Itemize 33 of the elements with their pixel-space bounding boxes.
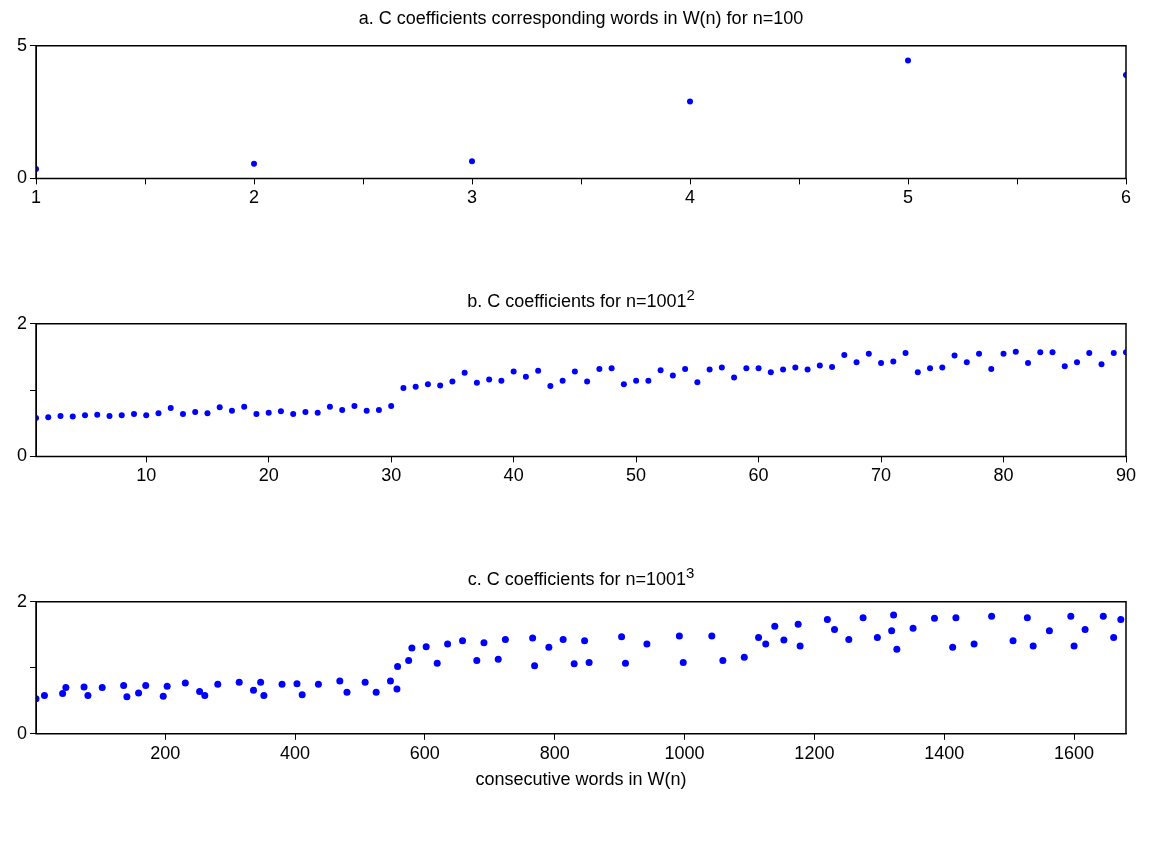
y-tick-label: 0 [16, 722, 27, 743]
x-tick-label: 5 [902, 187, 914, 208]
x-axis-title: consecutive words in W(n) [475, 769, 687, 790]
chart-title: b. C coefficients for n=1001$^{2}$ [466, 286, 696, 311]
y-tick-label: 5 [16, 34, 27, 55]
y-tick-label: 2 [16, 590, 27, 611]
x-tick-label: 10 [136, 465, 157, 486]
x-tick-label: 50 [626, 465, 647, 486]
x-tick-label: 70 [871, 465, 892, 486]
x-tick-label: 80 [993, 465, 1014, 486]
y-tick-label: 2 [16, 312, 27, 333]
x-tick-label: 200 [150, 742, 181, 763]
x-tick-label: 1400 [924, 742, 965, 763]
x-tick-label: 40 [503, 465, 524, 486]
chart-title: a. C coefficients corresponding words in W(n) for n=100 [357, 8, 805, 30]
x-tick-label: 4 [684, 187, 696, 208]
x-tick-label: 60 [748, 465, 769, 486]
x-tick-label: 800 [539, 742, 570, 763]
x-tick-label: 1200 [794, 742, 835, 763]
x-tick-label: 600 [409, 742, 440, 763]
x-tick-label: 6 [1120, 187, 1132, 208]
y-tick-label: 0 [16, 167, 27, 188]
x-tick-label: 1000 [664, 742, 705, 763]
x-tick-label: 1 [30, 187, 42, 208]
x-tick-label: 20 [258, 465, 279, 486]
y-tick-label: 0 [16, 445, 27, 466]
x-tick-label: 400 [280, 742, 311, 763]
x-tick-label: 2 [248, 187, 260, 208]
x-tick-label: 30 [381, 465, 402, 486]
chart-title: c. C coefficients for n=1001$^{3}$ [466, 564, 696, 589]
x-tick-label: 3 [466, 187, 478, 208]
x-tick-label: 90 [1115, 465, 1137, 486]
x-tick-label: 1600 [1054, 742, 1095, 763]
